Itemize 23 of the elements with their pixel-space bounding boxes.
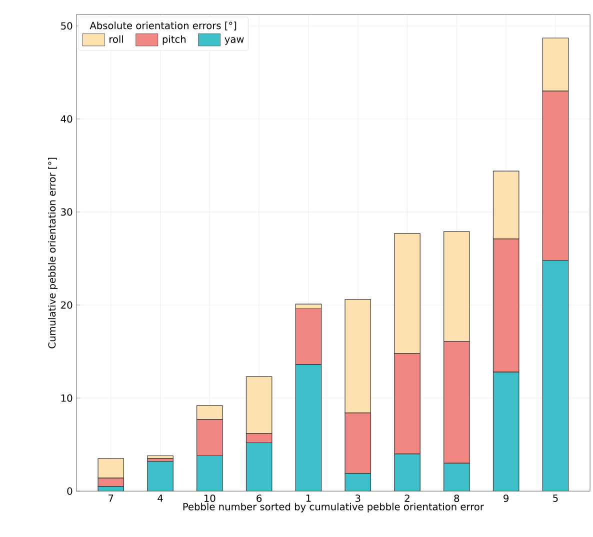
x-tick-label: 10 xyxy=(204,494,216,502)
y-tick-label: 30 xyxy=(61,208,72,216)
legend-label: yaw xyxy=(224,37,244,45)
y-tick-label: 40 xyxy=(60,115,72,122)
x-axis-title: Pebble number sorted by cumulative pebble orientation error xyxy=(183,502,484,512)
x-tick-label: 3 xyxy=(356,494,360,502)
x-tick-label: 5 xyxy=(553,494,558,502)
y-tick-label: 20 xyxy=(61,301,72,309)
legend-label: pitch xyxy=(162,35,186,45)
y-tick-label: 10 xyxy=(61,394,72,402)
y-tick-label: 50 xyxy=(61,22,72,30)
legend-label: roll xyxy=(110,35,123,43)
x-tick-label: 6 xyxy=(256,494,262,502)
legend-title: Absolute orientation errors [°] xyxy=(90,21,236,30)
y-tick-label: 0 xyxy=(67,487,72,495)
x-tick-label: 7 xyxy=(108,494,114,502)
x-tick-label: 1 xyxy=(306,494,311,502)
x-tick-label: 9 xyxy=(504,494,508,502)
x-tick-label: 2 xyxy=(404,494,410,502)
x-tick-label: 8 xyxy=(454,494,460,502)
x-tick-label: 4 xyxy=(158,494,163,502)
y-axis-title: Cumulative pebble orientation error [°] xyxy=(48,158,58,348)
bar xyxy=(147,460,174,491)
